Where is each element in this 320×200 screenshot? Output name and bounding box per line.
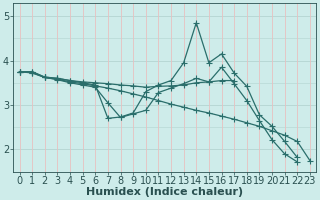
X-axis label: Humidex (Indice chaleur): Humidex (Indice chaleur) (86, 187, 243, 197)
